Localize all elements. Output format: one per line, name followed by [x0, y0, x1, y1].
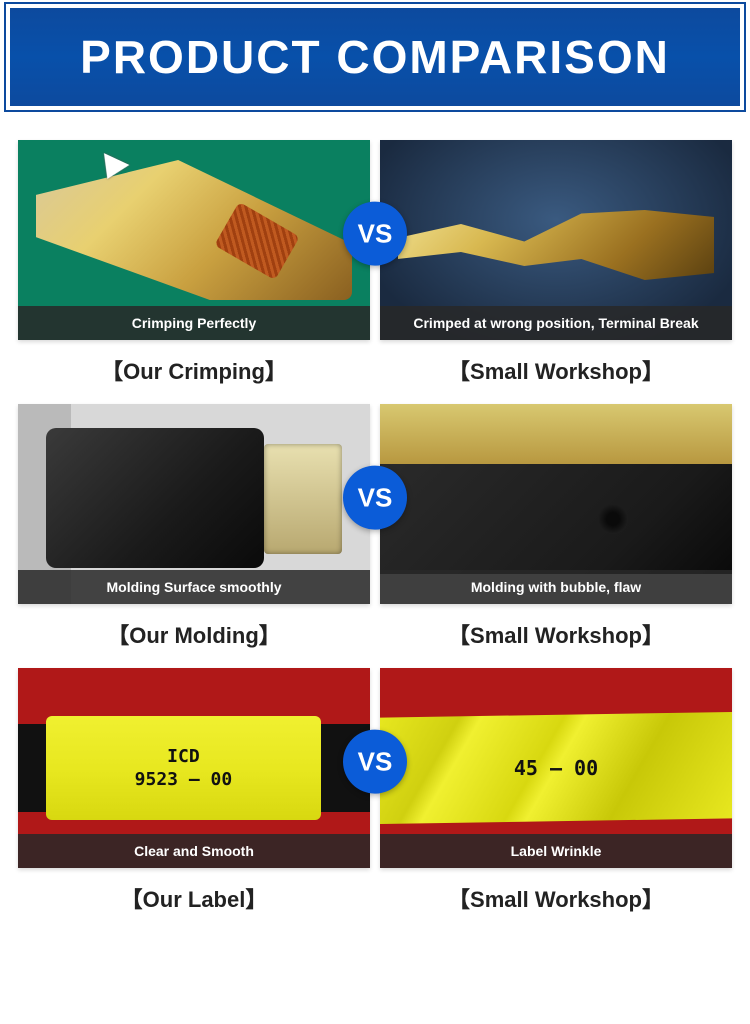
row-labels: 【Our Label】 【Small Workshop】 [18, 882, 732, 914]
image-box-left: Molding Surface smoothly [18, 404, 370, 604]
bubble-flaw-icon [598, 504, 628, 534]
label-text-line1: ICD [167, 745, 200, 768]
row-labels: 【Our Molding】 【Small Workshop】 [18, 618, 732, 650]
comparison-row: ICD 9523 — 00 Clear and Smooth 45 — 00 L… [18, 668, 732, 914]
vs-badge: VS [343, 466, 407, 530]
image-caption: Molding Surface smoothly [18, 570, 370, 604]
image-caption: Label Wrinkle [380, 834, 732, 868]
vs-badge: VS [343, 202, 407, 266]
image-box-right: Crimped at wrong position, Terminal Brea… [380, 140, 732, 340]
image-box-right: 45 — 00 Label Wrinkle [380, 668, 732, 868]
row-label-left: 【Our Molding】 [18, 618, 370, 650]
comparison-row: Molding Surface smoothly Molding with bu… [18, 404, 732, 650]
image-caption: Crimped at wrong position, Terminal Brea… [380, 306, 732, 340]
vs-badge: VS [343, 730, 407, 794]
comparison-content: Crimping Perfectly Crimped at wrong posi… [0, 110, 750, 914]
row-label-right: 【Small Workshop】 [380, 882, 732, 914]
row-images: Crimping Perfectly Crimped at wrong posi… [18, 140, 732, 340]
image-caption: Crimping Perfectly [18, 306, 370, 340]
image-caption: Clear and Smooth [18, 834, 370, 868]
row-label-right: 【Small Workshop】 [380, 618, 732, 650]
row-label-right: 【Small Workshop】 [380, 354, 732, 386]
row-images: Molding Surface smoothly Molding with bu… [18, 404, 732, 604]
image-box-right: Molding with bubble, flaw [380, 404, 732, 604]
label-sleeve: ICD 9523 — 00 [46, 716, 321, 820]
label-text: 45 — 00 [514, 756, 598, 780]
label-text-line2: 9523 — 00 [135, 768, 233, 791]
header-banner: PRODUCT COMPARISON [6, 4, 744, 110]
page-title: PRODUCT COMPARISON [10, 30, 740, 84]
arrow-icon [95, 153, 130, 185]
comparison-row: Crimping Perfectly Crimped at wrong posi… [18, 140, 732, 386]
row-label-left: 【Our Crimping】 [18, 354, 370, 386]
row-label-left: 【Our Label】 [18, 882, 370, 914]
image-box-left: Crimping Perfectly [18, 140, 370, 340]
image-caption: Molding with bubble, flaw [380, 570, 732, 604]
label-sleeve-wrinkled: 45 — 00 [380, 712, 732, 824]
row-labels: 【Our Crimping】 【Small Workshop】 [18, 354, 732, 386]
row-images: ICD 9523 — 00 Clear and Smooth 45 — 00 L… [18, 668, 732, 868]
image-box-left: ICD 9523 — 00 Clear and Smooth [18, 668, 370, 868]
